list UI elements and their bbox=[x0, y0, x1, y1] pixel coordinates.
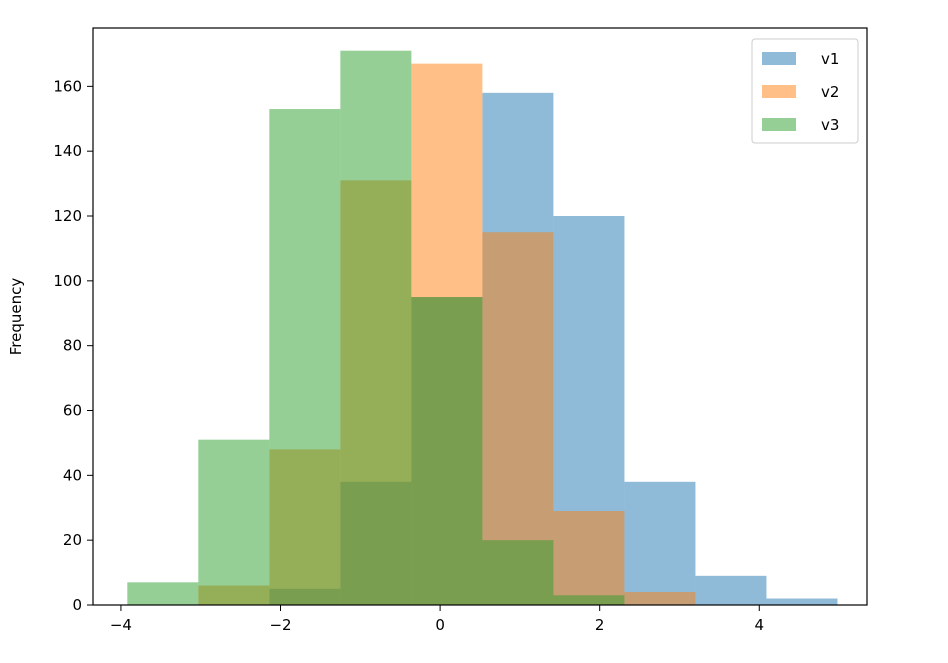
x-tick-label: 4 bbox=[755, 616, 765, 634]
bar-v3-bin-1 bbox=[198, 439, 270, 605]
y-tick-label: 140 bbox=[53, 142, 82, 160]
legend: v1 v2 v3 bbox=[751, 38, 859, 144]
y-tick-label: 20 bbox=[63, 531, 82, 549]
x-axis-ticks: −4 −2 0 2 4 bbox=[110, 605, 764, 634]
legend-swatch-v2 bbox=[762, 85, 796, 98]
bars-group bbox=[127, 50, 838, 606]
bar-v3-bin-3 bbox=[340, 50, 412, 605]
bar-v3-bin-2 bbox=[269, 109, 341, 605]
y-tick-label: 60 bbox=[63, 402, 82, 420]
legend-label-v2: v2 bbox=[821, 83, 839, 101]
bar-v3-bin-0 bbox=[127, 582, 199, 605]
bar-v1-bin-8 bbox=[695, 575, 767, 605]
bar-v3-bin-5 bbox=[482, 540, 554, 605]
x-tick-label: −2 bbox=[269, 616, 291, 634]
y-tick-label: 40 bbox=[63, 466, 82, 484]
bar-v1-bin-9 bbox=[766, 598, 838, 605]
y-tick-label: 100 bbox=[53, 272, 82, 290]
legend-label-v3: v3 bbox=[821, 116, 839, 134]
x-tick-label: 0 bbox=[435, 616, 445, 634]
bar-v3-bin-4 bbox=[411, 297, 483, 605]
legend-swatch-v1 bbox=[762, 52, 796, 65]
bar-v3-bin-6 bbox=[553, 595, 625, 605]
y-axis-label: Frequency bbox=[7, 278, 25, 356]
y-axis-ticks: 0 20 40 60 80 100 120 140 160 bbox=[53, 77, 93, 614]
bar-v1-bin-7 bbox=[624, 481, 696, 605]
bar-v2-bin-6 bbox=[553, 510, 625, 605]
y-tick-label: 80 bbox=[63, 337, 82, 355]
y-tick-label: 120 bbox=[53, 207, 82, 225]
legend-label-v1: v1 bbox=[821, 50, 839, 68]
legend-swatch-v3 bbox=[762, 118, 796, 131]
y-tick-label: 160 bbox=[53, 77, 82, 95]
x-tick-label: −4 bbox=[110, 616, 132, 634]
x-tick-label: 2 bbox=[595, 616, 605, 634]
plot-frame bbox=[92, 27, 868, 606]
bar-v2-bin-7 bbox=[624, 592, 696, 605]
y-tick-label: 0 bbox=[72, 596, 82, 614]
